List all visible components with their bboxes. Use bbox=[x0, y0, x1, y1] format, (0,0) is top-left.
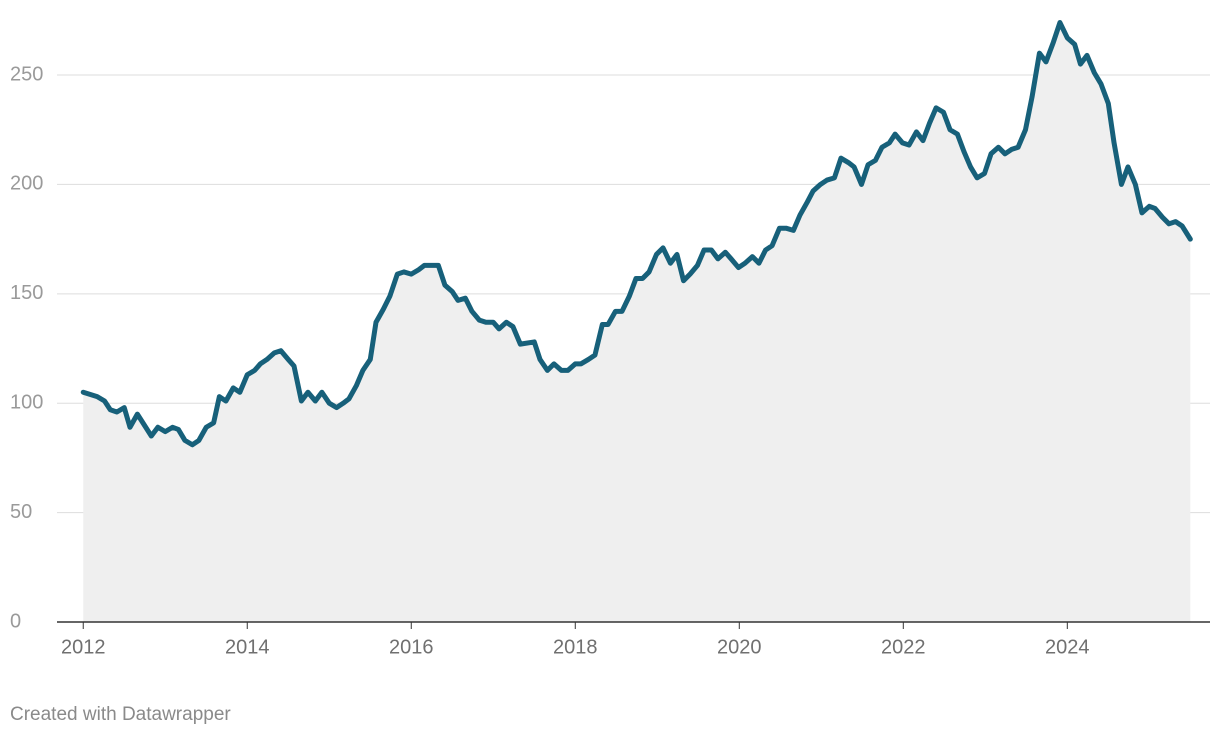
x-tick-label: 2012 bbox=[61, 636, 106, 658]
x-tick-label: 2020 bbox=[717, 636, 762, 658]
x-tick-label: 2022 bbox=[881, 636, 926, 658]
footer: Created with Datawrapper bbox=[10, 704, 231, 725]
y-tick-label: 0 bbox=[10, 610, 21, 632]
y-tick-label: 100 bbox=[10, 391, 43, 413]
area bbox=[83, 22, 1191, 622]
y-tick-label: 150 bbox=[10, 282, 43, 304]
x-tick-label: 2014 bbox=[225, 636, 270, 658]
x-tick-label: 2018 bbox=[553, 636, 598, 658]
line bbox=[80, 20, 1193, 448]
y-tick-label: 250 bbox=[10, 63, 43, 85]
x-tick-label: 2016 bbox=[389, 636, 434, 658]
y-tick-label: 200 bbox=[10, 173, 43, 195]
x-tick-label: 2024 bbox=[1045, 636, 1090, 658]
y-tick-label: 50 bbox=[10, 501, 32, 523]
